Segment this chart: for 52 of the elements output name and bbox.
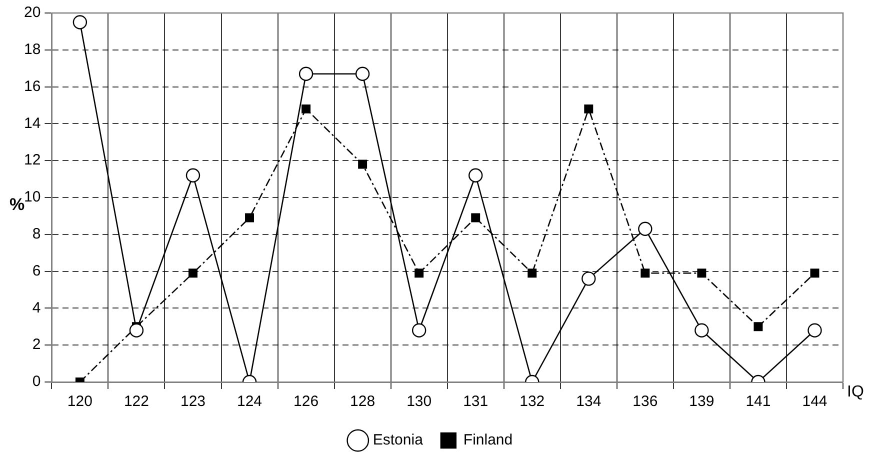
point [528,268,537,278]
point [298,66,314,81]
y-tick-label: 4 [32,299,41,316]
x-axis-title: IQ [847,383,864,400]
point [414,268,424,278]
point [808,323,822,338]
y-tick-label: 2 [32,336,41,354]
x-tick-label: 141 [746,393,771,410]
y-axis-title: % [9,195,25,214]
point [355,66,370,81]
point [584,104,594,114]
y-tick-label: 16 [24,78,41,95]
point [582,272,596,286]
y-tick-label: 10 [24,188,41,206]
point [186,168,200,182]
point [245,213,254,222]
x-tick-label: 123 [180,393,206,410]
y-tick-label: 14 [24,114,41,132]
x-tick-label: 126 [294,393,319,410]
point [694,323,709,338]
x-tick-label: 120 [67,393,92,410]
point [697,268,706,278]
x-tick-label: 136 [632,393,658,410]
y-tick-label: 8 [32,226,41,243]
x-tick-label: 134 [576,393,602,410]
point [640,268,650,278]
point [188,268,198,278]
point [72,15,88,30]
y-tick-label: 12 [24,152,41,169]
x-tick-label: 130 [406,393,432,410]
point [471,213,480,222]
point [129,323,144,338]
legend-label: Finland [463,432,513,449]
y-tick-label: 0 [32,373,41,390]
x-tick-label: 132 [520,393,545,410]
point [754,322,763,332]
y-tick-label: 18 [24,41,41,58]
y-tick-label: 20 [24,4,41,22]
legend-label: Estonia [372,432,424,449]
x-tick-label: 139 [689,393,714,410]
point [810,268,820,278]
y-tick-label: 6 [32,262,41,280]
x-tick-label: 124 [237,393,262,410]
point [358,160,368,169]
point [412,323,426,338]
x-tick-label: 128 [350,393,376,410]
x-tick-label: 131 [463,393,488,410]
x-tick-label: 122 [124,393,149,410]
point [638,222,652,236]
point [468,168,483,182]
x-tick-label: 144 [802,393,828,410]
point [302,104,311,114]
